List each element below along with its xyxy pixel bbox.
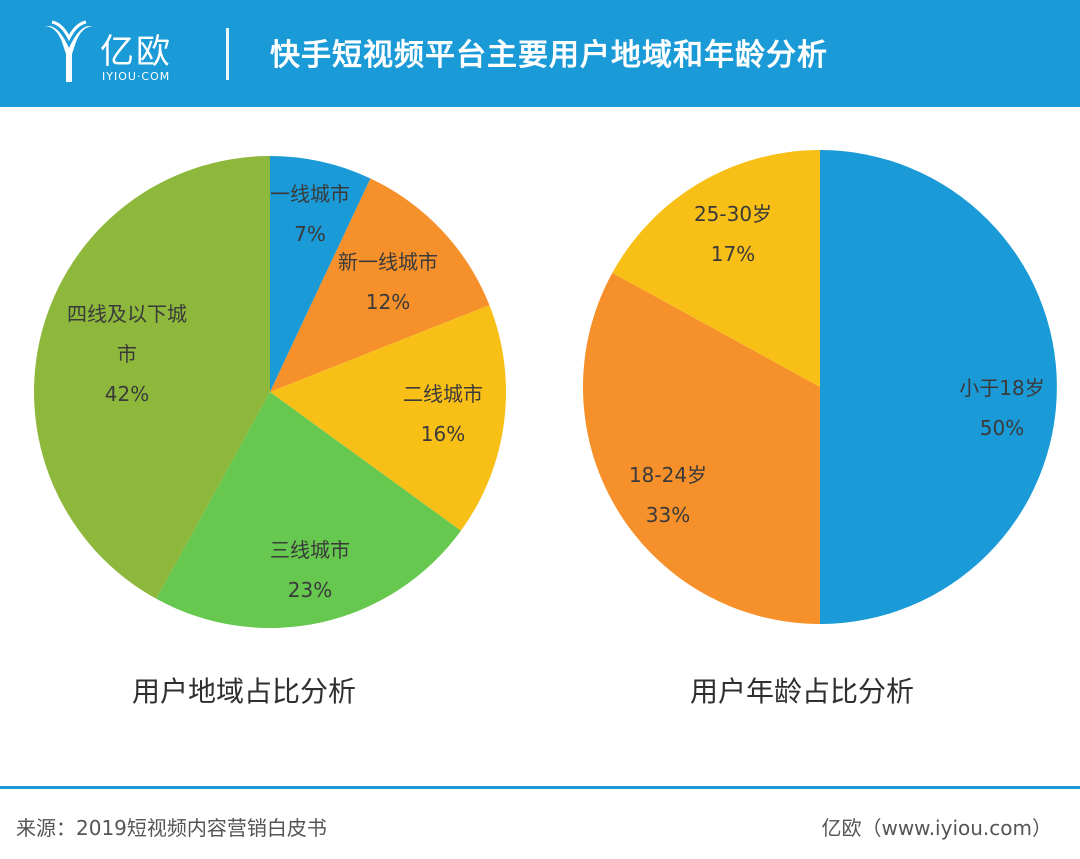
slice-category-label: 小于18岁 (959, 376, 1044, 400)
slice-category-label: 市 (117, 342, 137, 366)
slice-category-label: 四线及以下城 (67, 302, 187, 326)
slice-category-label: 18-24岁 (629, 463, 707, 487)
logo-url: IYIOU·COM (102, 70, 171, 83)
slice-value-label: 33% (646, 503, 690, 527)
pie-slice (270, 178, 490, 392)
pie-slice (270, 156, 371, 392)
slice-category-label: 三线城市 (270, 538, 350, 562)
slice-value-label: 17% (711, 242, 755, 266)
logo-mark-icon (44, 20, 94, 82)
footer-divider (0, 786, 1080, 789)
slice-value-label: 50% (980, 416, 1024, 440)
pie-slice (270, 305, 506, 531)
logo: 亿欧 IYIOU·COM (42, 16, 202, 92)
slice-value-label: 7% (294, 222, 326, 246)
logo-name: 亿欧 (100, 32, 172, 72)
pie-slice (583, 272, 820, 624)
pie-slice (156, 392, 461, 628)
slice-value-label: 16% (421, 422, 465, 446)
slice-category-label: 一线城市 (270, 182, 350, 206)
age-chart-title: 用户年龄占比分析 (689, 675, 914, 708)
age-pie-chart: 小于18岁 50% 18-24岁 33% 25-30岁 17% (583, 149, 1057, 624)
slice-category-label: 25-30岁 (694, 202, 772, 226)
slice-category-label: 新一线城市 (338, 250, 438, 274)
slice-category-label: 二线城市 (403, 382, 483, 406)
pie-slice (33, 155, 270, 599)
region-chart-title: 用户地域占比分析 (131, 675, 356, 708)
header-divider (226, 28, 229, 80)
pie-slice (612, 149, 820, 387)
slice-value-label: 12% (366, 290, 410, 314)
slice-value-label: 23% (288, 578, 332, 602)
page-title: 快手短视频平台主要用户地域和年龄分析 (270, 38, 828, 73)
credit-note: 亿欧（www.iyiou.com） (821, 816, 1052, 840)
slice-value-label: 42% (105, 382, 149, 406)
header-banner: 亿欧 IYIOU·COM 快手短视频平台主要用户地域和年龄分析 (0, 0, 1080, 107)
source-note: 来源：2019短视频内容营销白皮书 (16, 816, 327, 840)
pie-slice (820, 150, 1057, 624)
